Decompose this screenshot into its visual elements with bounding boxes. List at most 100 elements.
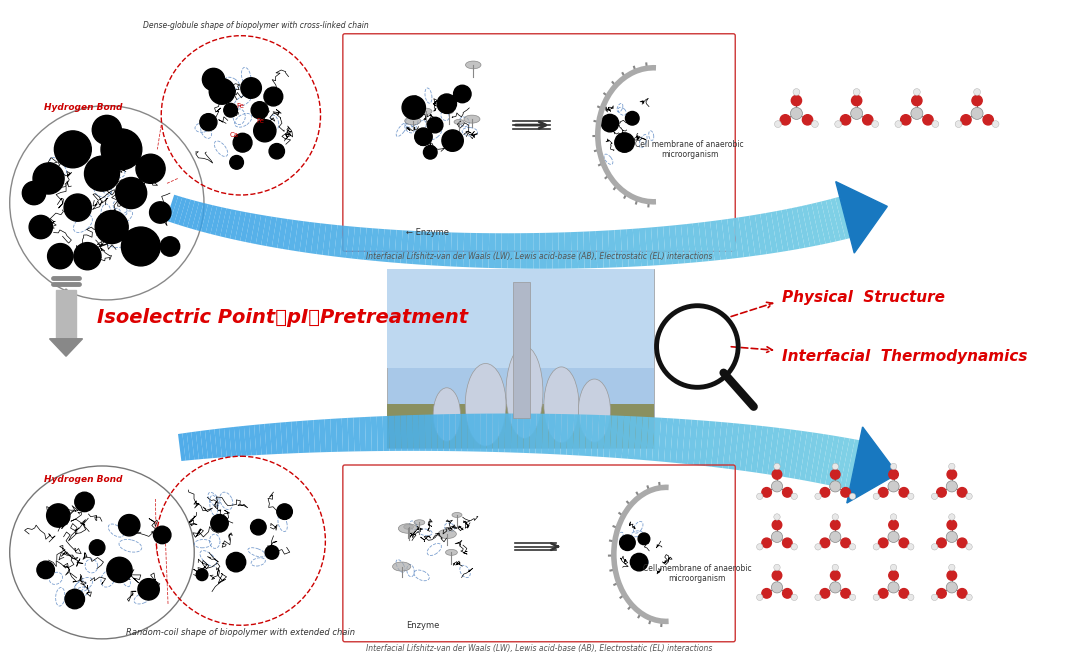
Polygon shape	[499, 414, 505, 452]
Circle shape	[907, 594, 914, 600]
Polygon shape	[474, 414, 481, 451]
Polygon shape	[437, 232, 446, 266]
Circle shape	[957, 538, 967, 547]
Ellipse shape	[433, 388, 460, 441]
Polygon shape	[750, 215, 761, 256]
Polygon shape	[341, 418, 349, 451]
Polygon shape	[308, 420, 315, 453]
Polygon shape	[328, 224, 338, 256]
Text: Isoelectric Point（pI）Pretreatment: Isoelectric Point（pI）Pretreatment	[97, 308, 469, 327]
Circle shape	[936, 488, 946, 497]
Polygon shape	[419, 231, 427, 265]
Polygon shape	[514, 233, 521, 269]
Polygon shape	[740, 424, 751, 471]
Polygon shape	[529, 414, 537, 453]
Circle shape	[922, 115, 933, 125]
Polygon shape	[591, 415, 599, 457]
Polygon shape	[651, 227, 660, 265]
Circle shape	[761, 589, 771, 598]
Polygon shape	[470, 233, 476, 267]
Polygon shape	[224, 428, 231, 457]
Ellipse shape	[399, 524, 418, 534]
Circle shape	[889, 520, 899, 530]
Bar	[387, 269, 653, 367]
Polygon shape	[311, 222, 321, 254]
Polygon shape	[508, 233, 514, 269]
Ellipse shape	[392, 562, 410, 571]
Polygon shape	[645, 228, 653, 266]
Polygon shape	[585, 414, 593, 456]
Circle shape	[437, 94, 457, 113]
Circle shape	[64, 194, 92, 221]
Circle shape	[202, 68, 225, 91]
Polygon shape	[240, 212, 251, 242]
Circle shape	[829, 582, 841, 593]
Polygon shape	[681, 419, 691, 464]
Polygon shape	[693, 420, 704, 465]
Circle shape	[92, 115, 121, 144]
Circle shape	[835, 120, 841, 128]
Polygon shape	[536, 414, 543, 453]
Circle shape	[153, 526, 171, 544]
Circle shape	[802, 115, 812, 125]
Polygon shape	[56, 290, 76, 339]
Circle shape	[73, 242, 102, 270]
Circle shape	[224, 103, 238, 117]
Polygon shape	[831, 198, 846, 240]
Circle shape	[931, 544, 937, 550]
Polygon shape	[211, 206, 221, 235]
Circle shape	[200, 114, 217, 130]
Circle shape	[872, 120, 878, 128]
Circle shape	[625, 111, 639, 125]
Polygon shape	[705, 421, 716, 467]
Circle shape	[757, 544, 762, 550]
Polygon shape	[835, 197, 850, 239]
Polygon shape	[577, 232, 584, 269]
Polygon shape	[265, 424, 272, 455]
Polygon shape	[481, 414, 486, 451]
Polygon shape	[495, 233, 502, 268]
Circle shape	[832, 463, 838, 469]
Polygon shape	[799, 432, 812, 481]
Polygon shape	[797, 206, 810, 248]
Circle shape	[227, 552, 246, 572]
Polygon shape	[633, 228, 642, 267]
Polygon shape	[825, 436, 839, 485]
Circle shape	[774, 120, 781, 128]
Circle shape	[638, 533, 650, 545]
Circle shape	[966, 594, 972, 600]
Polygon shape	[756, 426, 768, 473]
Polygon shape	[548, 414, 555, 454]
Polygon shape	[670, 418, 679, 463]
Polygon shape	[744, 216, 755, 256]
Polygon shape	[281, 422, 287, 453]
Polygon shape	[482, 233, 489, 268]
Polygon shape	[597, 415, 606, 457]
Polygon shape	[244, 426, 252, 455]
Circle shape	[912, 95, 922, 106]
Ellipse shape	[579, 379, 610, 442]
Polygon shape	[330, 418, 337, 452]
Polygon shape	[267, 216, 276, 247]
Circle shape	[931, 493, 937, 500]
Circle shape	[936, 589, 946, 598]
Circle shape	[974, 89, 981, 95]
Ellipse shape	[405, 117, 421, 125]
Circle shape	[46, 504, 70, 527]
Polygon shape	[733, 217, 744, 258]
Polygon shape	[432, 232, 440, 265]
Polygon shape	[521, 233, 527, 269]
Polygon shape	[456, 414, 462, 451]
Bar	[513, 283, 530, 418]
Polygon shape	[283, 219, 293, 250]
Text: Interfacial Lifshitz-van der Waals (LW), Lewis acid-base (AB), Electrostatic (EL: Interfacial Lifshitz-van der Waals (LW),…	[366, 252, 712, 261]
Circle shape	[841, 538, 850, 547]
Polygon shape	[476, 233, 483, 267]
Polygon shape	[616, 416, 624, 458]
Polygon shape	[261, 216, 271, 246]
Polygon shape	[234, 426, 241, 456]
Circle shape	[29, 215, 53, 239]
Polygon shape	[313, 420, 321, 452]
Polygon shape	[728, 423, 739, 469]
Circle shape	[771, 481, 783, 492]
